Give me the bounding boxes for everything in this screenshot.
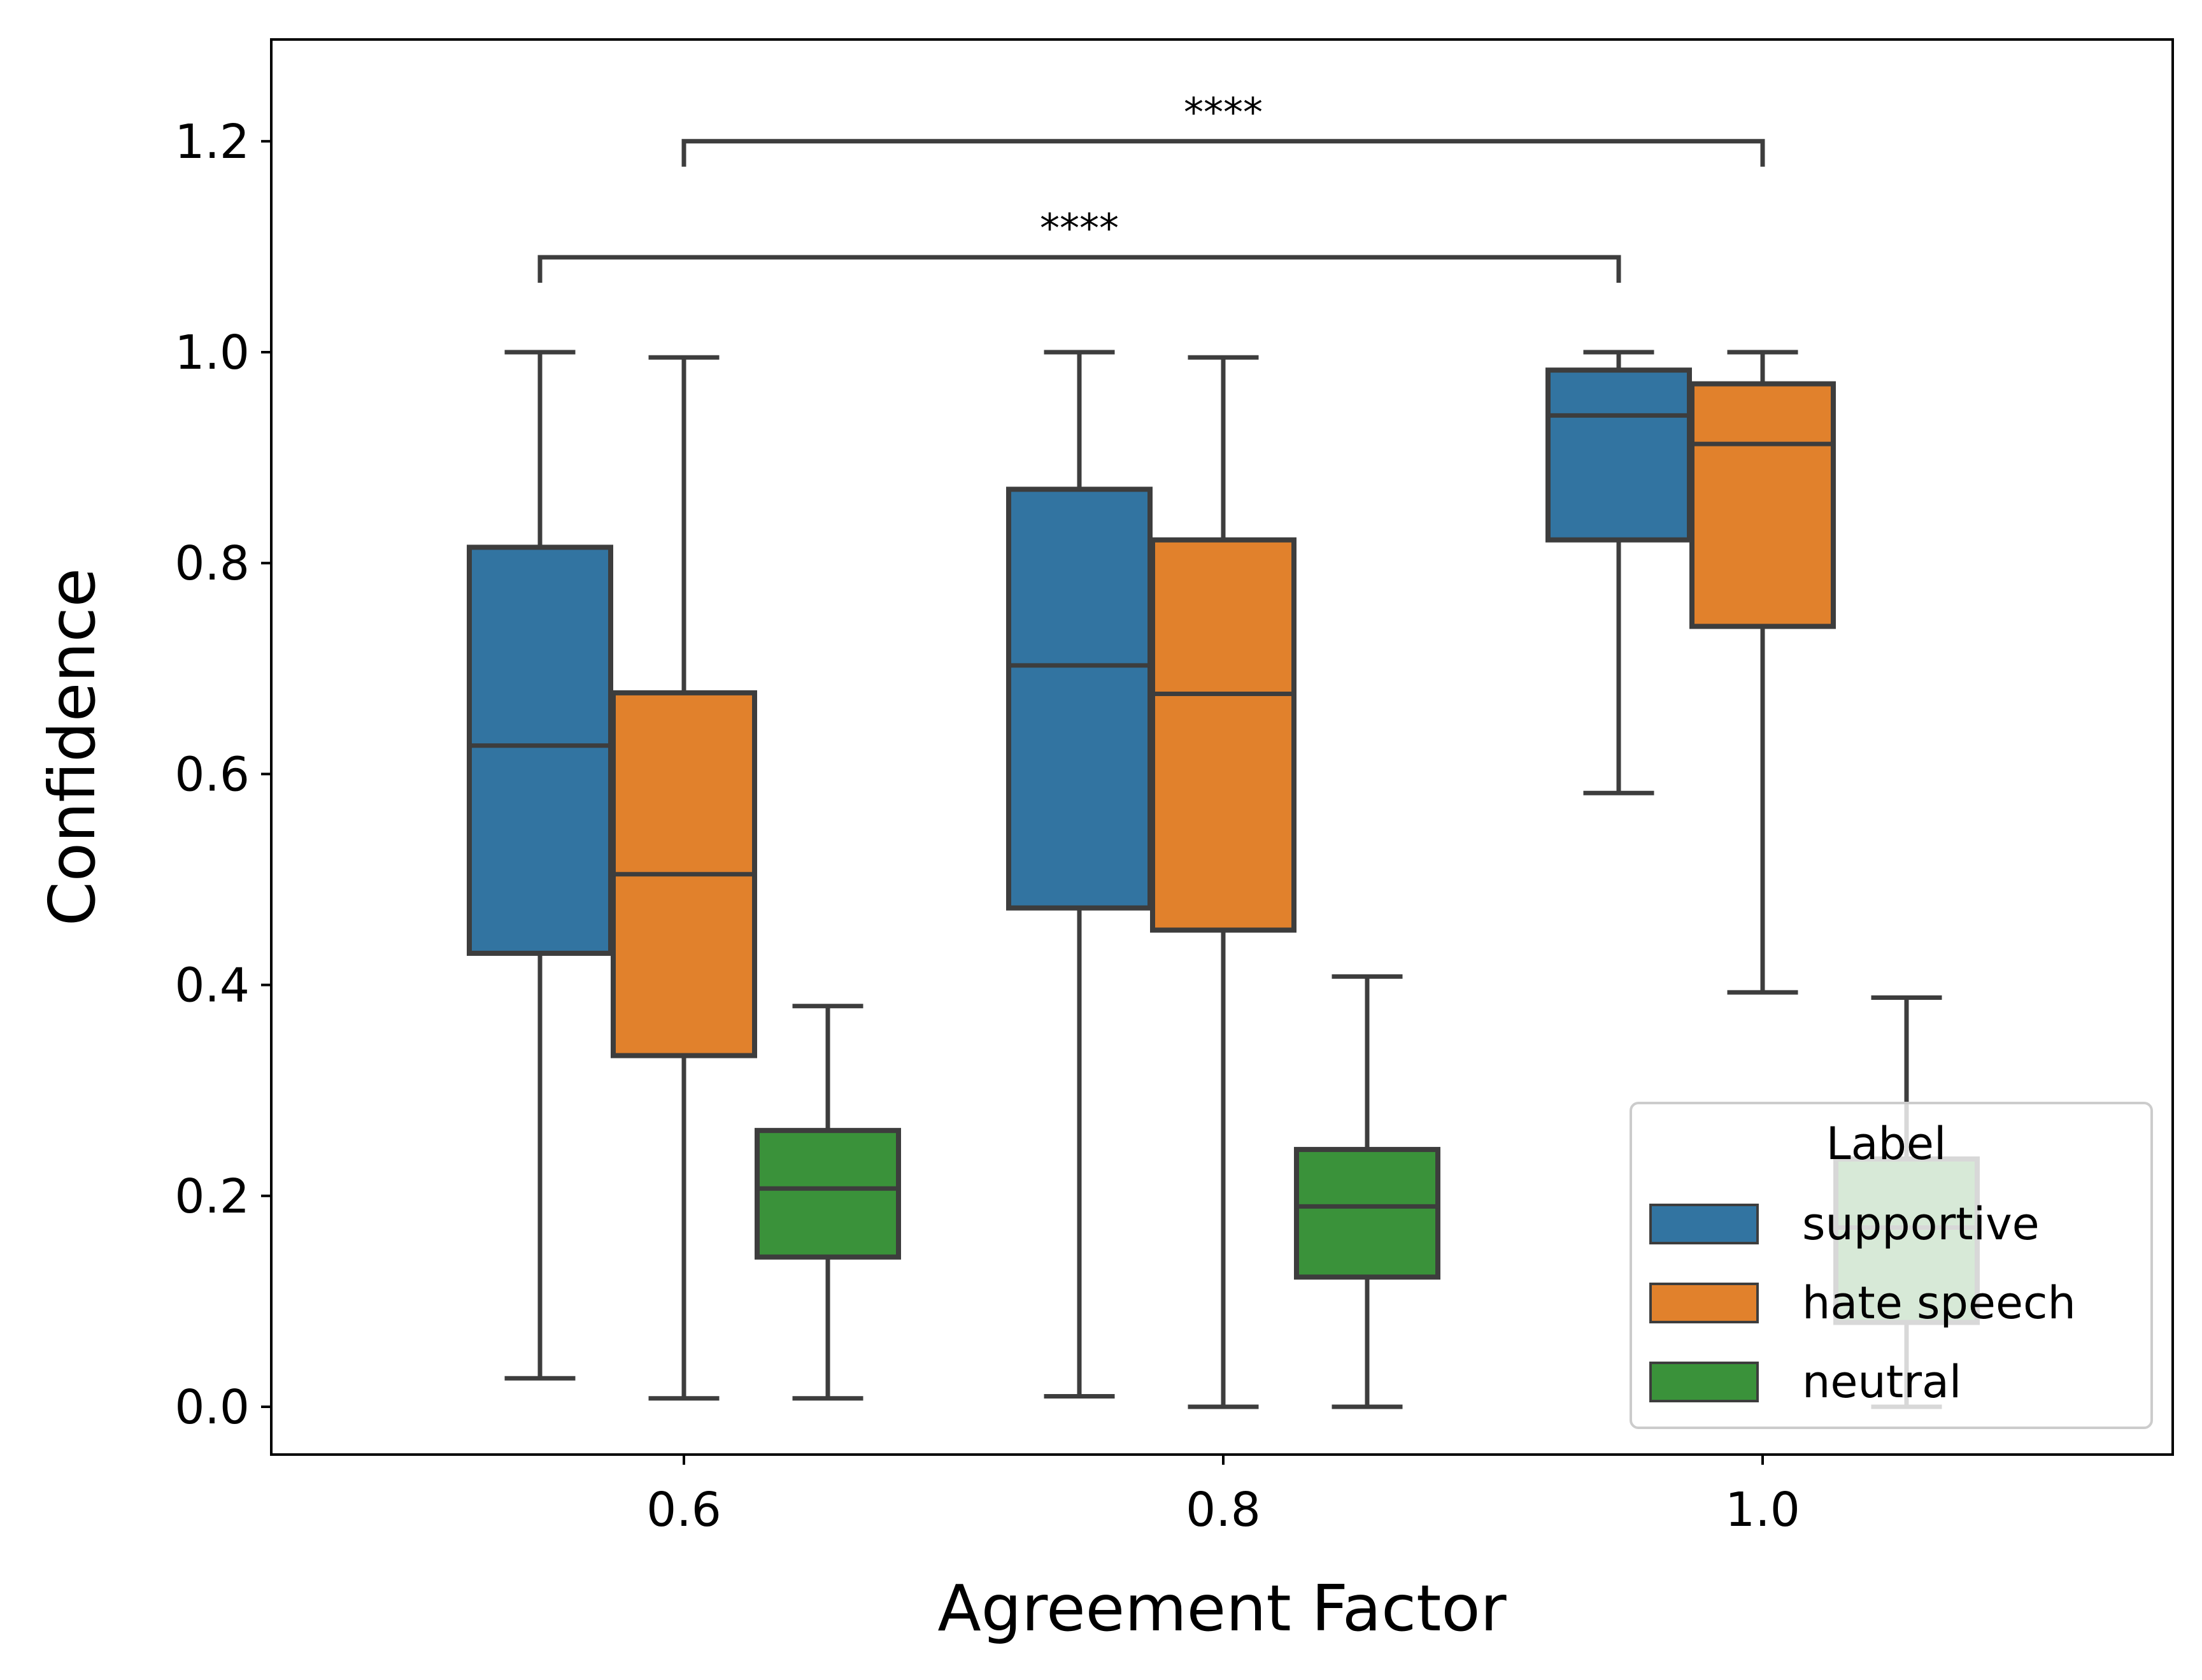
x-tick-label: 0.8 <box>1186 1483 1261 1537</box>
box-hate-speech-0.6 <box>611 355 757 1401</box>
significance-label: **** <box>1040 205 1119 252</box>
box-neutral-0.6 <box>755 1004 901 1401</box>
y-axis-label: Confidence <box>35 568 110 926</box>
box-body <box>1294 1146 1440 1280</box>
box-neutral-0.8 <box>1294 974 1440 1409</box>
y-tick-label: 0.8 <box>174 536 250 591</box>
legend-title: Label <box>1826 1118 1947 1170</box>
box-supportive-0.8 <box>1006 350 1153 1399</box>
box-body <box>755 1128 901 1260</box>
box-body <box>1150 537 1296 933</box>
legend-swatch-neutral <box>1649 1362 1759 1402</box>
box-hate-speech-1.0 <box>1689 350 1836 995</box>
legend-label-hate-speech: hate speech <box>1802 1277 2076 1329</box>
significance-bracket-1: **** <box>537 205 1621 283</box>
y-tick-label: 0.4 <box>174 958 250 1013</box>
box-supportive-0.6 <box>467 350 613 1381</box>
box-body <box>467 545 613 956</box>
axes: 0.0 0.2 0.4 0.6 0.8 1.0 1.2 0.6 0.8 1.0 <box>174 115 1800 1537</box>
x-axis-label: Agreement Factor <box>937 1571 1507 1646</box>
box-body <box>1545 367 1692 543</box>
y-tick-label: 1.0 <box>174 325 250 380</box>
legend-label-neutral: neutral <box>1802 1356 1961 1408</box>
x-tick-label: 0.6 <box>646 1483 721 1537</box>
box-body <box>1006 487 1153 911</box>
y-tick-label: 0.0 <box>174 1380 250 1435</box>
legend-frame <box>1630 1102 2153 1429</box>
box-hate-speech-0.8 <box>1150 355 1296 1409</box>
y-tick-label: 0.6 <box>174 747 250 802</box>
y-tick-label: 1.2 <box>174 115 250 169</box>
box-supportive-1.0 <box>1545 350 1692 795</box>
box-body <box>1689 381 1836 629</box>
legend: Label supportive hate speech neutral <box>1630 1102 2153 1429</box>
significance-label: **** <box>1184 89 1263 136</box>
y-tick-label: 0.2 <box>174 1169 250 1224</box>
legend-swatch-hate-speech <box>1649 1283 1759 1323</box>
bracket-line <box>537 255 1621 283</box>
legend-swatch-supportive <box>1649 1204 1759 1244</box>
significance-bracket-2: **** <box>681 89 1765 167</box>
legend-label-supportive: supportive <box>1802 1198 2040 1250</box>
x-tick-label: 1.0 <box>1725 1483 1800 1537</box>
bracket-line <box>681 139 1765 167</box>
